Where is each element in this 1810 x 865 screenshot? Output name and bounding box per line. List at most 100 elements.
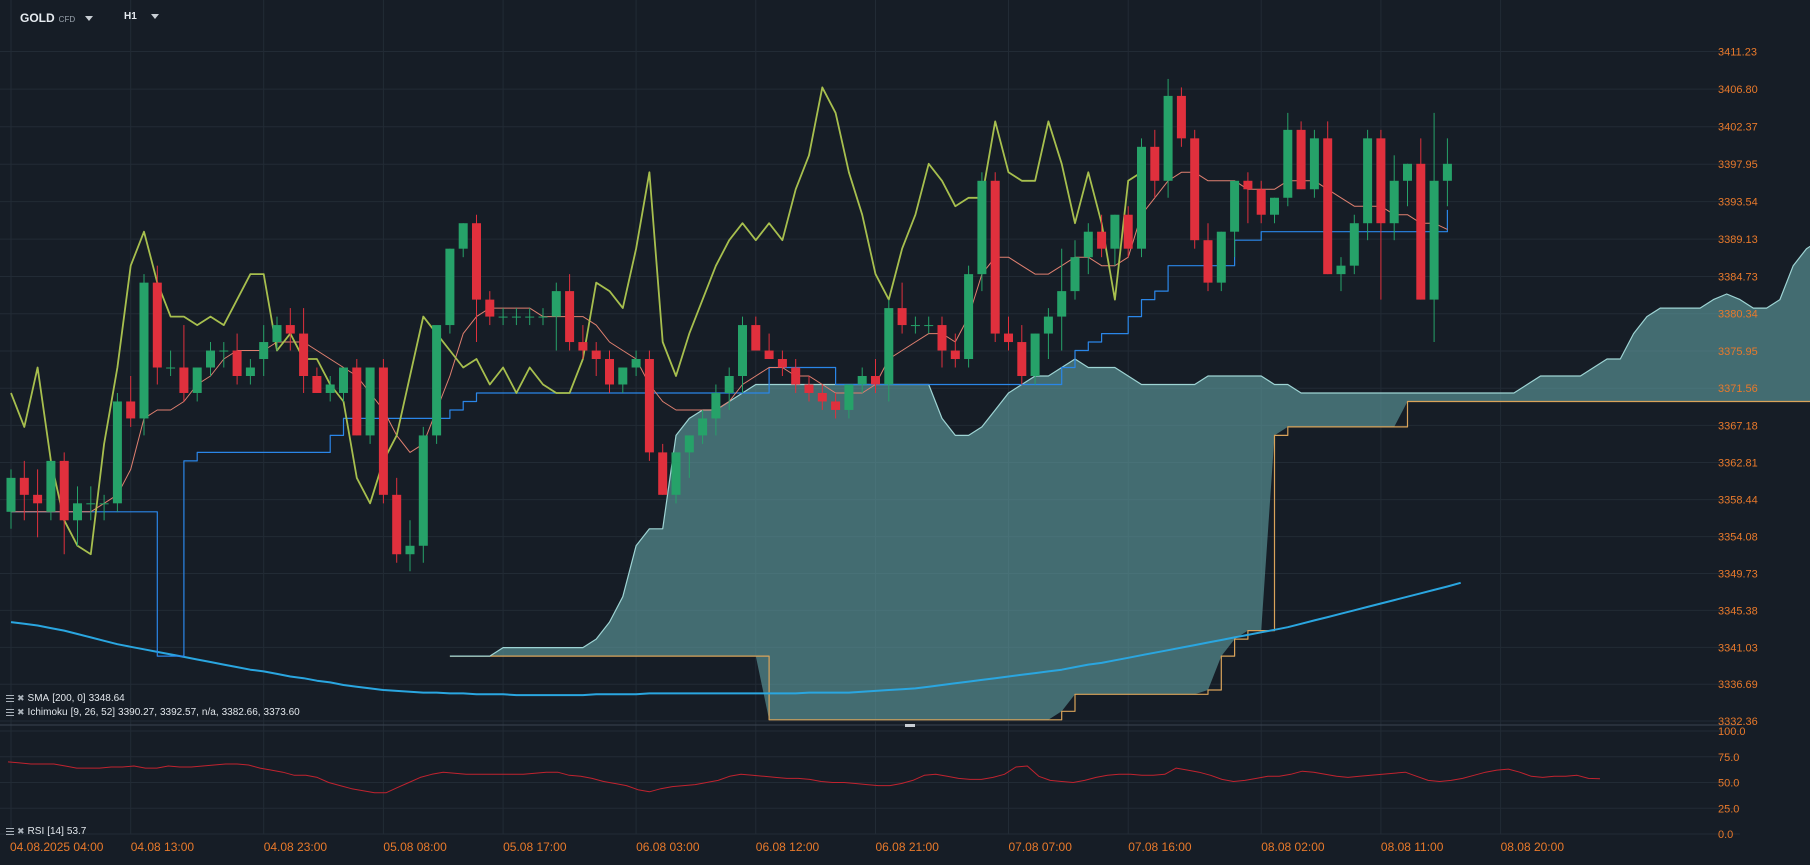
- candle-body: [1004, 333, 1013, 343]
- candle-body: [857, 376, 867, 385]
- price-tick-label: 3389.13: [1718, 234, 1758, 246]
- candle-body: [1336, 265, 1346, 275]
- close-icon[interactable]: ✖: [17, 826, 25, 836]
- time-tick-label: 04.08.2025 04:00: [10, 840, 104, 854]
- candle: [1123, 206, 1133, 258]
- price-tick-label: 3397.95: [1718, 159, 1758, 171]
- indicator-lines: [10, 86, 1810, 721]
- candle: [1203, 223, 1213, 292]
- candle-body: [86, 503, 96, 505]
- candle: [777, 350, 787, 376]
- candle-body: [472, 223, 481, 300]
- candle: [472, 214, 481, 343]
- rsi-tick-label: 100.0: [1718, 726, 1746, 738]
- candle-body: [126, 401, 136, 419]
- candle-body: [1070, 257, 1080, 292]
- candle: [152, 265, 162, 385]
- rsi-tick-label: 25.0: [1718, 803, 1739, 815]
- candle-body: [724, 376, 734, 393]
- symbol-selector[interactable]: GOLD CFD: [20, 11, 94, 25]
- ichimoku-cloud: [449, 246, 1810, 720]
- candle: [1137, 138, 1146, 258]
- candle-body: [59, 460, 69, 521]
- ichimoku-value: 3382.66,: [221, 707, 261, 718]
- candle: [405, 520, 415, 572]
- chikou-span-line: [10, 86, 1142, 556]
- candle: [1442, 138, 1452, 207]
- candle: [644, 350, 654, 461]
- candle-body: [1190, 138, 1200, 241]
- pane-resize-handle[interactable]: [905, 724, 915, 727]
- candles[interactable]: [6, 78, 1452, 572]
- candle-body: [578, 342, 588, 351]
- price-tick-label: 3367.18: [1718, 420, 1758, 432]
- candle-body: [711, 392, 721, 419]
- candle: [1296, 121, 1306, 190]
- candle: [1057, 248, 1067, 351]
- candle-body: [777, 359, 787, 368]
- rsi-label: RSI: [27, 826, 45, 837]
- candle: [671, 452, 681, 504]
- candle-body: [1243, 180, 1253, 190]
- candle-body: [458, 223, 468, 249]
- candle: [1043, 308, 1053, 360]
- candle: [1083, 223, 1093, 275]
- chevron-down-icon: [150, 14, 159, 19]
- candle-body: [206, 350, 215, 368]
- candle-body: [259, 342, 269, 360]
- candle: [1283, 112, 1293, 207]
- sma-value: 3348.64: [88, 693, 125, 704]
- candle: [112, 392, 122, 512]
- candle-body: [591, 350, 601, 360]
- time-tick-label: 08.08 11:00: [1381, 840, 1444, 854]
- rsi-pane[interactable]: [7, 761, 1601, 794]
- time-tick-label: 04.08 23:00: [264, 840, 328, 854]
- candle-body: [112, 401, 122, 504]
- settings-icon[interactable]: [6, 709, 14, 716]
- rsi-tick-label: 75.0: [1718, 752, 1739, 764]
- rsi-params: [14]: [47, 826, 64, 837]
- cloud-fill: [449, 246, 1810, 720]
- candle-body: [644, 359, 654, 453]
- settings-icon[interactable]: [6, 828, 14, 835]
- timeframe-selector[interactable]: H1: [124, 11, 159, 22]
- symbol-type: CFD: [58, 15, 76, 24]
- candle: [73, 486, 82, 546]
- candle-body: [1309, 138, 1319, 190]
- candle-body: [1137, 146, 1146, 249]
- candle-body: [1349, 223, 1359, 266]
- candle: [445, 248, 455, 334]
- candle-body: [1017, 342, 1027, 376]
- candle-body: [139, 282, 149, 419]
- price-tick-label: 3411.23: [1718, 47, 1757, 59]
- chevron-down-icon: [85, 15, 94, 21]
- candle: [897, 282, 907, 334]
- candle-body: [1083, 231, 1093, 258]
- candle-body: [1283, 129, 1293, 198]
- candle-body: [565, 291, 575, 343]
- candle: [1309, 129, 1319, 198]
- close-icon[interactable]: ✖: [17, 693, 25, 703]
- candle: [272, 316, 282, 351]
- price-tick-label: 3375.95: [1718, 346, 1758, 358]
- candle-body: [1376, 138, 1386, 224]
- candle-body: [791, 367, 801, 385]
- candle-body: [1110, 214, 1120, 249]
- candle-body: [738, 325, 747, 376]
- candle: [219, 342, 229, 368]
- candle-body: [871, 376, 880, 385]
- price-tick-label: 3345.38: [1718, 605, 1758, 617]
- settings-icon[interactable]: [6, 695, 14, 702]
- candle: [791, 359, 801, 393]
- candle: [1270, 197, 1279, 224]
- close-icon[interactable]: ✖: [17, 707, 25, 717]
- candle-body: [817, 392, 827, 402]
- senkou-span-b-line: [449, 400, 1810, 721]
- candle-body: [1230, 180, 1240, 232]
- candle: [86, 486, 96, 521]
- candle-body: [1416, 163, 1426, 300]
- price-tick-label: 3393.54: [1718, 197, 1758, 209]
- candle: [525, 308, 535, 326]
- candle: [977, 172, 987, 292]
